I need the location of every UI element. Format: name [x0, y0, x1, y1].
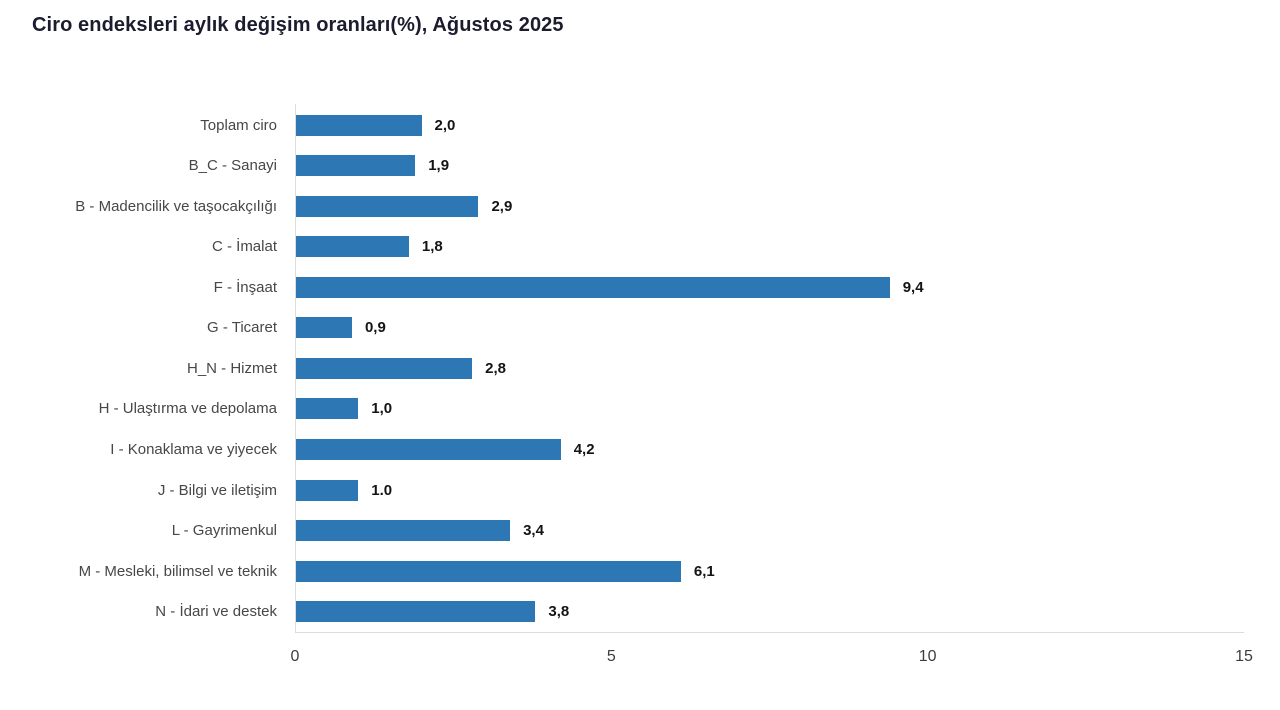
chart-row: I - Konaklama ve yiyecek 4,2: [0, 429, 1244, 470]
value-label: 3,8: [548, 603, 570, 621]
bar: [295, 398, 359, 420]
plot-cell: 1,8: [295, 227, 1244, 268]
value-label: 1,8: [421, 238, 443, 256]
value-label: 2,9: [491, 197, 513, 215]
x-tick-label: 5: [606, 648, 616, 665]
bar: [295, 114, 422, 136]
category-label: N - İdari ve destek: [155, 603, 277, 621]
category-label: J - Bilgi ve iletişim: [157, 481, 277, 499]
value-label: 2,0: [434, 116, 456, 134]
bar: [295, 357, 473, 379]
value-label: 2,8: [485, 359, 506, 377]
chart-row: L - Gayrimenkul 3,4: [0, 510, 1244, 551]
plot-cell: 6,1: [295, 551, 1244, 592]
x-axis: 0 5 10 15: [291, 648, 1253, 670]
category-label: H - Ulaştırma ve depolama: [98, 400, 277, 418]
category-label: B_C - Sanayi: [188, 157, 277, 175]
plot-cell: 2,9: [295, 186, 1244, 227]
value-label: 3,4: [523, 522, 544, 540]
chart-rows: Toplam ciro 2,0 B_C - Sanayi 1,9 B - Madenci…: [0, 105, 1244, 632]
bar: [295, 601, 536, 623]
plot-cell: 1,0: [295, 389, 1244, 430]
plot-cell: 1,9: [295, 146, 1244, 187]
category-label: L - Gayrimenkul: [171, 522, 277, 540]
plot-cell: 9,4: [295, 267, 1244, 308]
chart-title: Ciro endeksleri aylık değişim oranları(%…: [32, 14, 564, 36]
chart-row: M - Mesleki, bilimsel ve teknik 6,1: [0, 551, 1244, 592]
chart-row: B - Madencilik ve taşocakçılığı 2,9: [0, 186, 1244, 227]
bar: [295, 195, 479, 217]
x-tick-label: 15: [1235, 648, 1253, 665]
chart-row: N - İdari ve destek 3,8: [0, 591, 1244, 632]
value-label: 1,9: [428, 157, 450, 175]
category-label: H_N - Hizmet: [186, 359, 277, 377]
category-label: Toplam ciro: [200, 116, 277, 134]
x-tick-label: 0: [290, 648, 300, 665]
x-tick-label: 10: [918, 648, 937, 665]
plot-cell: 3,8: [295, 591, 1244, 632]
value-label: 9,4: [902, 278, 924, 296]
value-label: 0,9: [364, 319, 386, 337]
bar: [295, 155, 416, 177]
category-label: F - İnşaat: [213, 278, 277, 296]
bar: [295, 317, 352, 339]
bar: [295, 479, 359, 501]
y-axis-line: [295, 104, 296, 632]
chart-row: H_N - Hizmet 2,8: [0, 348, 1244, 389]
chart-row: C - İmalat 1,8: [0, 227, 1244, 268]
chart-row: Toplam ciro 2,0: [0, 105, 1244, 146]
category-label: G - Ticaret: [206, 319, 277, 337]
plot-cell: 2,0: [295, 105, 1244, 146]
bar: [295, 439, 561, 461]
category-label: C - İmalat: [211, 238, 277, 256]
category-label: M - Mesleki, bilimsel ve teknik: [78, 562, 277, 580]
bar: [295, 520, 511, 542]
plot-cell: 4,2: [295, 429, 1244, 470]
plot-cell: 2,8: [295, 348, 1244, 389]
chart-row: G - Ticaret 0,9: [0, 308, 1244, 349]
chart-row: H - Ulaştırma ve depolama 1,0: [0, 389, 1244, 430]
value-label: 1,0: [371, 400, 393, 418]
value-label: 1.0: [371, 481, 393, 499]
bar: [295, 236, 409, 258]
plot-cell: 3,4: [295, 510, 1244, 551]
plot-cell: 1.0: [295, 470, 1244, 511]
bar: [295, 560, 681, 582]
category-label: I - Konaklama ve yiyecek: [110, 441, 277, 459]
x-axis-line: [295, 632, 1244, 633]
category-label: B - Madencilik ve taşocakçılığı: [75, 197, 277, 215]
value-label: 4,2: [573, 441, 595, 459]
value-label: 6,1: [693, 562, 715, 580]
chart-row: B_C - Sanayi 1,9: [0, 146, 1244, 187]
chart-row: J - Bilgi ve iletişim 1.0: [0, 470, 1244, 511]
plot-cell: 0,9: [295, 308, 1244, 349]
bar: [295, 276, 890, 298]
chart-row: F - İnşaat 9,4: [0, 267, 1244, 308]
